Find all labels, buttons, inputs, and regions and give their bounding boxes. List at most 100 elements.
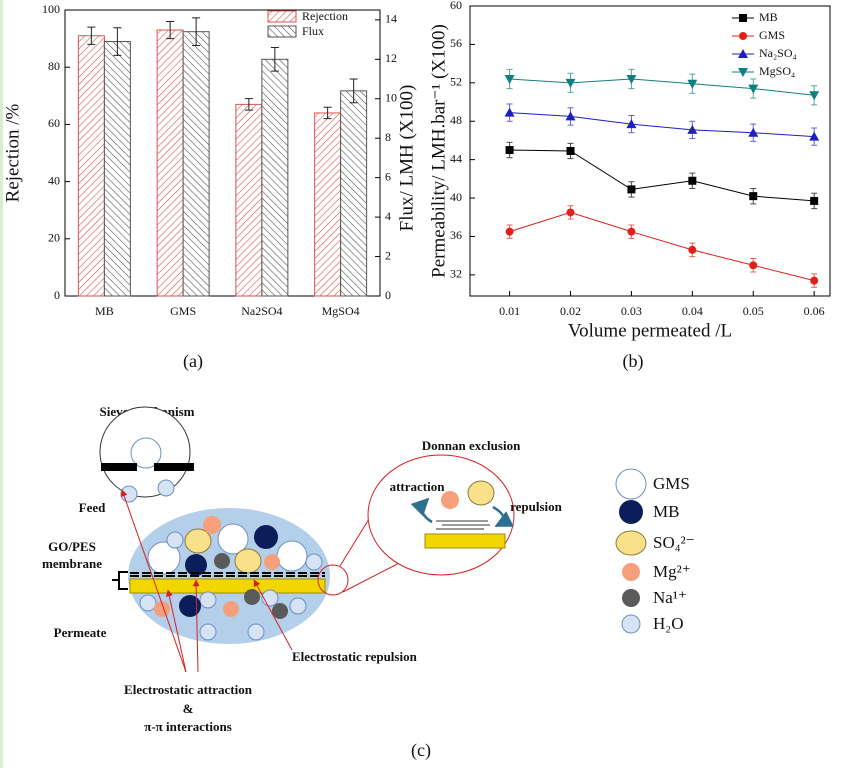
legend-swatch [267,25,297,38]
label: Feed [79,500,106,515]
y2-tick-label: 12 [385,51,397,65]
particle [276,540,308,572]
x-tick-label: MB [95,304,114,318]
marker [749,261,758,270]
particle [199,623,217,641]
particle [467,480,495,506]
error-bar [349,78,358,104]
legend-label: H₂O [653,614,683,633]
membrane [424,533,506,549]
caption: (b) [623,351,644,372]
legend-label: Rejection [302,9,348,23]
error-bar [87,26,96,45]
marker [749,192,758,201]
legend-label: Mg²⁺ [653,562,691,581]
marker [627,227,636,236]
y2-tick-label: 0 [385,288,391,302]
marker [688,245,697,254]
plot-frame [64,9,381,297]
particle [184,528,212,554]
curved-arrow [492,505,515,528]
bar [235,103,263,297]
y-axis-title: Permeability/ LMH.bar⁻¹ (X100) [428,24,449,278]
label: & [183,701,194,716]
particle [261,589,279,607]
y-tick-label: 32 [450,267,462,281]
particle [441,491,459,509]
curved-arrow [410,497,433,524]
plot-frame [469,5,831,297]
particle [223,601,239,617]
particle [139,594,157,612]
x-tick-label: 0.06 [804,304,825,318]
y-tick-label: 52 [450,75,462,89]
particle [147,541,181,575]
marker [505,146,514,155]
particle [272,603,288,619]
label: attraction [390,479,446,494]
y-tick-label: 40 [450,190,462,204]
arrow [253,579,293,651]
particle [130,437,162,469]
particle [154,601,170,617]
legend-label: MB [653,502,679,521]
error-bar [192,17,201,47]
bar [77,35,105,297]
legend-symbol [622,589,640,607]
line [509,149,815,202]
label: repulsion [510,499,563,514]
marker [748,127,759,137]
y-tick-label: 44 [450,151,462,165]
error-bar [166,20,175,40]
marker [505,227,514,236]
diagram: Sieve mechanism Feed GO/PES membrane Per… [42,404,695,734]
marker [626,119,637,129]
legend-swatch [267,10,297,23]
particle [234,548,262,574]
sieve-wall [154,463,194,471]
y2-tick-label: 4 [385,209,391,223]
particle [244,589,260,605]
legend-label: Na₂SO₄ [759,46,797,60]
legend-label: MgSO₄ [759,64,795,78]
marker [626,74,637,84]
y-tick-label: 20 [48,231,60,245]
line [509,112,815,138]
legend-label: SO₄²⁻ [653,533,695,552]
marker [627,185,636,194]
y-tick-label: 48 [450,113,462,127]
particle [289,597,307,615]
label: Electrostatic attraction [124,682,253,697]
particle [185,554,207,576]
legend-label: Flux [302,24,324,38]
error-bar [270,46,279,72]
y-tick-label: 80 [48,59,60,73]
particle [157,479,175,497]
marker [748,84,759,94]
marker [809,131,820,141]
particle [179,595,201,617]
label: membrane [42,556,102,571]
particle [166,531,184,549]
x-tick-label: 0.05 [743,304,764,318]
x-tick-label: MgSO4 [322,304,360,318]
y2-axis-title: Flux/ LMH (X100) [396,85,417,232]
arrow [165,589,187,673]
arrow [120,489,187,673]
legend-label: MB [759,10,778,24]
membrane [129,578,326,594]
particle [217,523,249,555]
marker [566,208,575,217]
label: Donnan exclusion [422,438,521,453]
marker [810,276,819,285]
label: Electrostatic repulsion [292,649,418,664]
legend-label: Na¹⁺ [653,588,687,607]
bar [103,41,131,297]
particle [214,553,230,569]
y2-tick-label: 14 [385,12,397,26]
error-bar [113,27,122,56]
label: Permeate [54,625,107,640]
y-tick-label: 100 [42,2,60,16]
bar [314,112,342,297]
